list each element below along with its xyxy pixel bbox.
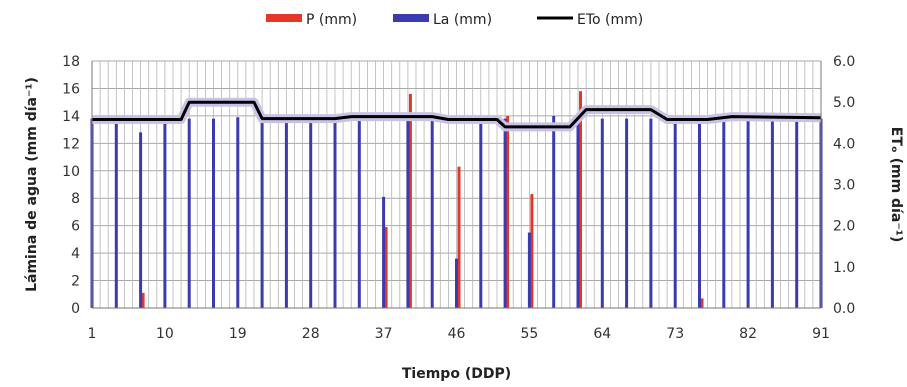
x-tick-label: 46 [448, 326, 466, 342]
la-bar [163, 118, 167, 308]
x-tick-label: 91 [812, 326, 830, 342]
bars [90, 91, 823, 308]
y-left-tick-label: 4 [71, 246, 80, 262]
la-bar [649, 118, 653, 308]
p-bar [141, 292, 145, 308]
legend-label: ETo (mm) [577, 12, 643, 28]
y-right-tick-label: 1.0 [833, 260, 855, 276]
p-bar [579, 91, 582, 308]
p-bar [457, 166, 461, 308]
y-right-axis-title: ETₒ (mm día⁻¹) [888, 127, 904, 242]
tick-labels: 1 10 19 28 37 46 55 64 73 82 910246810121416180.01… [62, 54, 855, 342]
x-tick-label: 1 [88, 326, 97, 342]
la-bar [187, 118, 191, 308]
legend: P (mm) La (mm) ETo (mm) [266, 12, 643, 28]
la-bar [406, 118, 410, 308]
y-right-tick-label: 5.0 [833, 95, 855, 111]
legend-label: La (mm) [433, 12, 492, 28]
la-bar [600, 118, 604, 308]
la-bar [212, 118, 215, 308]
p-bar [408, 93, 412, 308]
legend-swatch [266, 14, 302, 22]
la-bar [770, 118, 774, 308]
p-bar [384, 227, 388, 308]
p-bar [530, 194, 534, 308]
x-tick-label: 10 [156, 326, 174, 342]
la-bar [722, 118, 726, 308]
x-axis-title: Tiempo (DDP) [402, 366, 511, 382]
la-bar [357, 120, 361, 308]
axis-titles: Tiempo (DDP) Lámina de agua (mm día⁻¹) ETₒ… [24, 77, 904, 382]
eto-line [92, 97, 822, 132]
la-bar [746, 118, 750, 308]
la-bar [284, 118, 288, 308]
la-bar [673, 121, 677, 308]
la-bar [576, 118, 580, 308]
la-bar [114, 118, 118, 308]
la-bar [527, 232, 531, 308]
y-right-tick-label: 6.0 [833, 54, 855, 70]
y-left-tick-label: 10 [62, 164, 80, 180]
y-right-tick-label: 0.0 [833, 301, 855, 317]
y-left-tick-label: 16 [62, 81, 80, 97]
x-tick-label: 82 [739, 326, 757, 342]
y-left-tick-label: 6 [71, 219, 80, 235]
y-left-tick-label: 14 [62, 109, 80, 125]
la-bar [309, 120, 313, 308]
y-left-tick-label: 8 [71, 191, 80, 207]
la-bar [236, 117, 240, 308]
y-left-tick-label: 0 [71, 301, 80, 317]
la-bar [430, 118, 434, 308]
la-bar [503, 118, 507, 308]
la-bar [625, 118, 629, 308]
la-bar [455, 258, 458, 308]
y-left-tick-label: 18 [62, 54, 80, 70]
y-left-tick-label: 2 [71, 274, 80, 290]
x-tick-label: 55 [520, 326, 538, 342]
legend-label: P (mm) [306, 12, 357, 28]
y-right-tick-label: 3.0 [833, 178, 855, 194]
legend-swatch [393, 14, 429, 22]
eto-line-path [92, 100, 822, 129]
y-left-tick-label: 12 [62, 136, 80, 152]
la-bar [382, 196, 386, 308]
la-bar [698, 118, 701, 308]
x-tick-label: 73 [666, 326, 684, 342]
y-right-tick-label: 4.0 [833, 136, 855, 152]
x-tick-label: 37 [375, 326, 393, 342]
la-bar [260, 118, 264, 308]
x-tick-label: 28 [302, 326, 320, 342]
axes [91, 61, 822, 309]
x-tick-label: 64 [593, 326, 611, 342]
y-right-tick-label: 2.0 [833, 219, 855, 235]
la-bar [479, 118, 483, 308]
p-bar [700, 298, 704, 308]
p-bar [506, 115, 510, 308]
la-bar [139, 132, 143, 308]
la-bar [552, 115, 556, 308]
la-bar [333, 120, 337, 308]
la-bar [795, 118, 799, 308]
y-left-axis-title: Lámina de agua (mm día⁻¹) [24, 77, 40, 292]
x-tick-label: 19 [229, 326, 247, 342]
